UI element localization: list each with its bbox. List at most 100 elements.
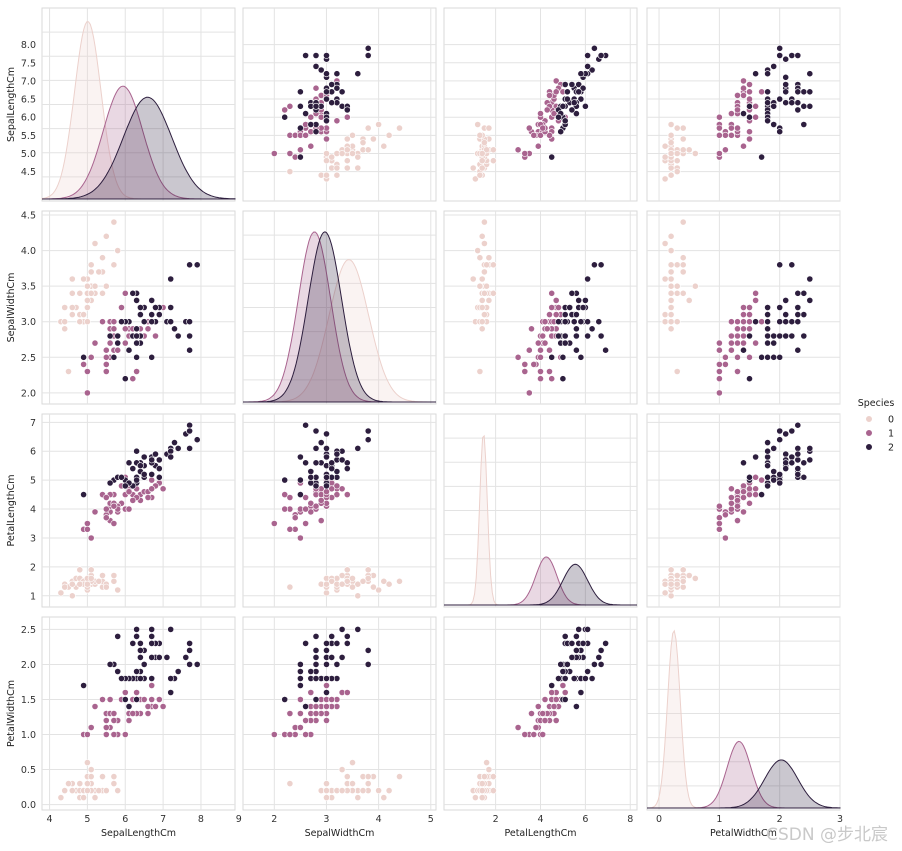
point-species-2 [121, 696, 129, 703]
point-species-2 [328, 459, 336, 467]
point-species-0 [478, 780, 486, 787]
point-species-1 [539, 332, 547, 340]
point-species-1 [728, 318, 735, 326]
point-species-0 [480, 289, 488, 297]
point-species-0 [364, 566, 372, 574]
point-species-1 [537, 110, 544, 117]
point-species-1 [317, 517, 325, 524]
point-species-2 [561, 117, 569, 125]
point-species-1 [144, 325, 152, 333]
point-species-1 [114, 346, 122, 354]
point-species-0 [95, 577, 103, 585]
point-species-0 [343, 164, 351, 172]
point-species-0 [673, 150, 681, 157]
point-species-2 [364, 436, 372, 444]
point-species-0 [87, 575, 95, 582]
xtick-SepalLengthCm: 8 [198, 814, 204, 825]
point-species-1 [514, 146, 522, 154]
point-species-0 [84, 787, 91, 794]
point-species-2 [770, 102, 778, 110]
point-species-1 [534, 142, 542, 150]
point-species-0 [84, 318, 91, 326]
point-species-0 [68, 580, 76, 588]
xtick-PetalWidthCm: 2 [777, 814, 783, 825]
point-species-1 [317, 496, 325, 504]
point-species-2 [118, 675, 125, 682]
point-species-0 [380, 142, 388, 150]
point-species-1 [110, 325, 118, 333]
point-species-2 [80, 353, 87, 361]
point-species-0 [87, 289, 95, 297]
point-species-2 [595, 318, 603, 326]
point-species-2 [584, 668, 591, 675]
point-species-2 [167, 675, 175, 682]
point-species-2 [133, 339, 140, 347]
point-species-0 [61, 318, 69, 326]
ytick-PetalWidthCm: 2.5 [21, 625, 36, 636]
point-species-1 [91, 339, 99, 347]
point-species-1 [302, 494, 309, 501]
point-species-2 [782, 465, 790, 472]
point-species-1 [144, 703, 152, 710]
point-species-1 [543, 325, 551, 333]
point-species-2 [114, 633, 122, 640]
panel-PetalLengthCm-vs-SepalWidthCm [242, 413, 437, 608]
point-species-1 [746, 88, 753, 96]
point-species-2 [171, 325, 178, 333]
point-species-1 [84, 520, 91, 527]
point-species-2 [555, 332, 562, 340]
point-species-2 [740, 346, 747, 354]
point-species-0 [369, 583, 377, 591]
xtick-PetalLengthCm: 6 [582, 814, 588, 825]
point-species-0 [661, 311, 669, 318]
point-species-2 [561, 696, 569, 703]
point-species-0 [679, 124, 687, 132]
point-species-0 [349, 583, 356, 591]
point-species-1 [125, 717, 133, 724]
point-species-1 [307, 499, 315, 507]
point-species-1 [110, 520, 118, 527]
point-species-0 [489, 146, 497, 154]
point-species-1 [740, 325, 747, 333]
point-species-0 [667, 325, 675, 333]
point-species-2 [782, 55, 790, 63]
point-species-2 [307, 121, 315, 128]
point-species-0 [478, 787, 486, 794]
ytick-PetalLengthCm: 4 [30, 505, 36, 516]
point-species-0 [110, 577, 118, 585]
point-species-0 [114, 787, 122, 794]
point-species-0 [478, 325, 486, 333]
point-species-2 [302, 459, 309, 467]
point-species-1 [758, 318, 765, 326]
point-species-0 [679, 577, 687, 585]
point-species-2 [80, 682, 87, 689]
legend-title: Species [858, 398, 895, 409]
point-species-2 [281, 476, 289, 484]
point-species-1 [734, 488, 741, 496]
point-species-2 [302, 640, 309, 647]
point-species-0 [68, 311, 76, 318]
point-species-0 [99, 572, 106, 579]
panel-PetalWidthCm-vs-PetalWidthCm [646, 616, 841, 811]
point-species-1 [716, 360, 723, 368]
point-species-1 [102, 717, 110, 724]
point-species-0 [485, 766, 493, 773]
point-species-2 [296, 682, 304, 689]
point-species-0 [84, 296, 91, 304]
point-species-0 [375, 787, 382, 794]
point-species-0 [685, 146, 693, 154]
point-species-1 [302, 505, 309, 513]
panel-PetalWidthCm-vs-SepalLengthCm [41, 616, 236, 811]
point-species-0 [667, 139, 675, 146]
point-species-2 [354, 70, 362, 78]
point-species-2 [782, 99, 790, 107]
point-species-0 [80, 275, 87, 283]
point-species-1 [740, 332, 747, 340]
point-species-0 [338, 150, 346, 157]
point-species-2 [323, 52, 330, 59]
point-species-2 [133, 353, 140, 361]
point-species-2 [764, 447, 771, 455]
point-species-0 [673, 368, 681, 375]
point-species-1 [102, 353, 110, 361]
